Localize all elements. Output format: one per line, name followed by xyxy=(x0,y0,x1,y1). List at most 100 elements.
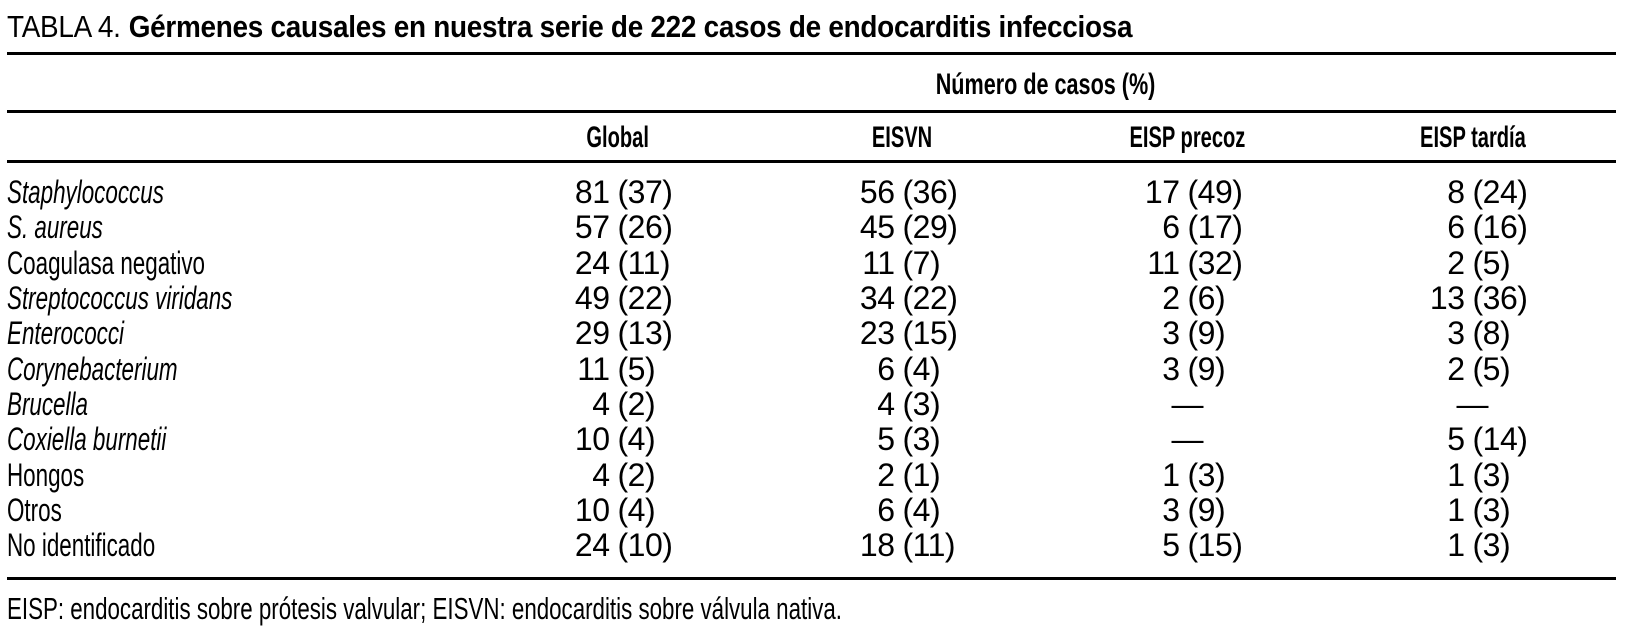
count-number: 24 xyxy=(574,527,610,564)
no-cases-dash: — xyxy=(1171,421,1204,458)
value-cell: 2 (1) xyxy=(760,457,1045,494)
count-percent: (11) xyxy=(902,527,956,564)
column-header-global: Global xyxy=(586,121,649,154)
value-cell: 1 (3) xyxy=(1330,492,1615,529)
count-percent: (5) xyxy=(1472,350,1511,387)
footnote-text: EISP: endocarditis sobre prótesis valvul… xyxy=(7,591,842,627)
count-number: 45 xyxy=(859,209,895,246)
count-percent: (4) xyxy=(902,491,941,528)
count-percent: (13) xyxy=(617,315,673,352)
count-percent: (3) xyxy=(1472,456,1511,493)
case-count-value: 24 (10) xyxy=(554,527,682,564)
case-count-value: 1 (3) xyxy=(1124,457,1252,494)
value-cell: 8 (24) xyxy=(1330,174,1615,211)
value-cell: 57 (26) xyxy=(475,209,760,246)
value-cell: 24 (11) xyxy=(475,245,760,282)
count-percent: (2) xyxy=(617,456,656,493)
case-count-value: 1 (3) xyxy=(1409,527,1537,564)
case-count-value: 6 (4) xyxy=(839,351,967,388)
value-cell: 1 (3) xyxy=(1045,457,1330,494)
value-cell: 6 (4) xyxy=(760,351,1045,388)
case-count-value: 3 (9) xyxy=(1124,315,1252,352)
case-count-value: 24 (11) xyxy=(554,245,682,282)
organism-cell: Corynebacterium xyxy=(7,351,475,388)
count-number: 6 xyxy=(1447,209,1465,246)
count-number: 11 xyxy=(577,350,610,387)
count-percent: (4) xyxy=(902,350,941,387)
table-row: No identificado 24 (10) 18 (11) 5 (15) 1 (3) xyxy=(7,527,1616,564)
count-number: 57 xyxy=(574,209,610,246)
count-number: 4 xyxy=(592,456,610,493)
count-number: 6 xyxy=(877,350,895,387)
no-cases-dash: — xyxy=(1456,385,1489,422)
count-percent: (3) xyxy=(1187,456,1226,493)
count-number: 3 xyxy=(1162,350,1180,387)
case-count-value: 10 (4) xyxy=(554,421,682,458)
table-row: Coxiella burnetii 10 (4) 5 (3) —5 (14) xyxy=(7,421,1616,458)
value-cell: 11 (5) xyxy=(475,351,760,388)
case-count-value: 1 (3) xyxy=(1409,492,1537,529)
value-cell: — xyxy=(1330,386,1615,423)
spanning-header-row: Número de casos (%) xyxy=(7,55,1616,110)
value-cell: 2 (5) xyxy=(1330,351,1615,388)
value-cell: 49 (22) xyxy=(475,280,760,317)
value-cell: — xyxy=(1045,421,1330,458)
count-percent: (26) xyxy=(617,209,673,246)
case-count-value: 1 (3) xyxy=(1409,457,1537,494)
organism-cell: Otros xyxy=(7,492,475,529)
count-percent: (29) xyxy=(902,209,958,246)
count-number: 34 xyxy=(859,280,895,317)
count-number: 5 xyxy=(877,421,895,458)
count-percent: (11) xyxy=(617,244,671,281)
case-count-value: 45 (29) xyxy=(839,209,967,246)
spanning-header-label: Número de casos (%) xyxy=(935,68,1156,101)
organism-cell: Staphylococcus xyxy=(7,174,475,211)
case-count-value: 11 (7) xyxy=(839,245,967,282)
count-percent: (1) xyxy=(902,456,941,493)
table-row: Streptococcus viridans 49 (22) 34 (22) 2 (6) 13… xyxy=(7,280,1616,317)
value-cell: 56 (36) xyxy=(760,174,1045,211)
count-percent: (7) xyxy=(902,244,941,281)
table-row: Brucella 4 (2) 4 (3) — — xyxy=(7,386,1616,423)
count-percent: (36) xyxy=(902,174,958,211)
value-cell: 4 (2) xyxy=(475,386,760,423)
organism-cell: Enterococci xyxy=(7,315,475,352)
table-row: Corynebacterium 11 (5) 6 (4) 3 (9) 2 (5) xyxy=(7,350,1616,388)
count-percent: (9) xyxy=(1187,315,1226,352)
count-percent: (15) xyxy=(902,315,958,352)
count-percent: (22) xyxy=(902,280,958,317)
value-cell: 6 (16) xyxy=(1330,209,1615,246)
rule-under-spanning-header xyxy=(7,110,1616,113)
count-number: 56 xyxy=(859,174,895,211)
case-count-value: 11 (5) xyxy=(554,351,682,388)
case-count-value: 2 (5) xyxy=(1409,245,1537,282)
organism-cell: S. aureus xyxy=(7,209,475,246)
value-cell: 2 (6) xyxy=(1045,280,1330,317)
case-count-value: 18 (11) xyxy=(839,527,967,564)
value-cell: 23 (15) xyxy=(760,315,1045,352)
organism-label: Staphylococcus xyxy=(7,174,164,211)
count-percent: (10) xyxy=(617,527,673,564)
column-header-eisp-precoz: EISP precoz xyxy=(1129,121,1246,154)
value-cell: 10 (4) xyxy=(475,421,760,458)
value-cell: 3 (9) xyxy=(1045,492,1330,529)
count-percent: (4) xyxy=(617,491,656,528)
value-cell: 11 (7) xyxy=(760,245,1045,282)
count-number: 24 xyxy=(574,244,610,281)
table-row: Coagulasa negativo 24 (11) 11 (7) 11 (32) 2 (5) xyxy=(7,245,1616,282)
organism-label: Coxiella burnetii xyxy=(7,421,167,458)
count-percent: (14) xyxy=(1472,421,1528,458)
organism-label: Enterococci xyxy=(7,315,125,352)
value-cell: 5 (15) xyxy=(1045,527,1330,564)
count-number: 1 xyxy=(1447,527,1465,564)
count-number: 3 xyxy=(1162,491,1180,528)
case-count-value: 5 (3) xyxy=(839,421,967,458)
value-cell: — xyxy=(1045,386,1330,423)
case-count-value: 4 (3) xyxy=(839,386,967,423)
value-cell: 17 (49) xyxy=(1045,174,1330,211)
table-row: Hongos 4 (2) 2 (1) 1 (3) 1 (3) xyxy=(7,456,1616,494)
count-number: 5 xyxy=(1447,421,1465,458)
organism-cell: Coagulasa negativo xyxy=(7,245,475,282)
case-count-value: 56 (36) xyxy=(839,174,967,211)
